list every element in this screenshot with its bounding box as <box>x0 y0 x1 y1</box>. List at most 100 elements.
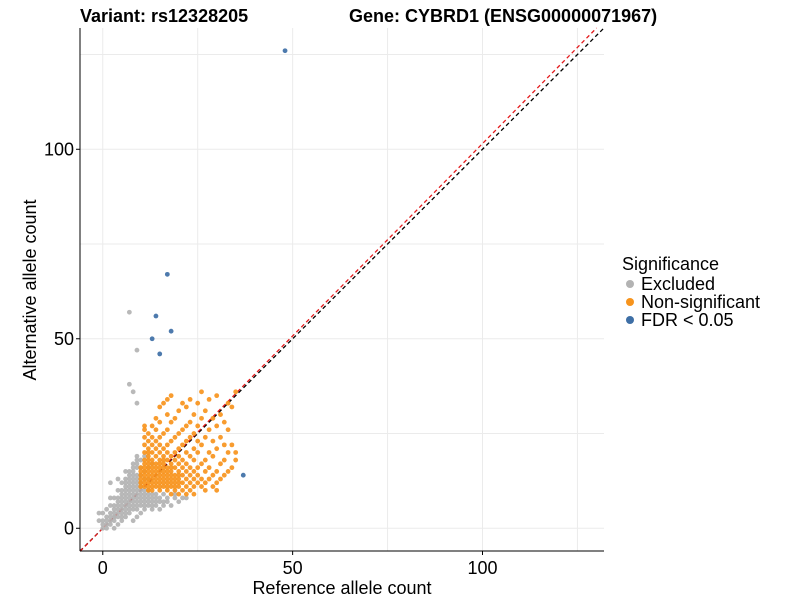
data-point <box>195 438 201 444</box>
data-point <box>111 495 117 501</box>
data-point <box>145 450 151 455</box>
data-point <box>157 499 163 505</box>
data-point <box>225 427 231 433</box>
data-point <box>168 476 174 482</box>
data-point <box>149 480 155 486</box>
data-point <box>123 506 128 512</box>
data-point <box>229 442 235 448</box>
data-point <box>153 476 159 482</box>
legend-swatch-excluded <box>626 280 634 288</box>
data-point <box>187 397 193 402</box>
data-point <box>153 480 159 486</box>
series-excluded <box>96 309 189 531</box>
legend-title: Significance <box>622 254 719 274</box>
data-point <box>206 397 212 402</box>
data-point <box>123 510 128 516</box>
data-point <box>157 434 163 440</box>
data-point <box>195 465 201 471</box>
data-point <box>214 446 220 452</box>
data-point <box>130 465 136 471</box>
data-point <box>161 499 166 505</box>
data-point <box>214 469 220 474</box>
data-point <box>142 503 147 508</box>
data-point <box>187 434 193 440</box>
data-point <box>119 487 125 493</box>
data-point <box>126 491 132 497</box>
data-point <box>134 476 140 482</box>
data-point <box>142 450 147 455</box>
data-point <box>100 525 106 531</box>
data-point <box>199 415 204 421</box>
data-point <box>138 472 144 478</box>
data-point <box>168 465 174 471</box>
data-point <box>176 499 182 505</box>
data-point <box>214 487 220 493</box>
data-point <box>134 453 140 459</box>
data-point <box>142 491 147 497</box>
data-point <box>206 465 212 471</box>
data-point <box>142 506 147 512</box>
data-point <box>157 450 163 455</box>
data-point <box>180 465 185 471</box>
data-point <box>187 472 193 478</box>
x-tick-label: 50 <box>283 558 303 578</box>
data-point <box>111 510 117 516</box>
data-point <box>119 480 125 486</box>
data-point <box>176 476 182 482</box>
data-point <box>195 480 201 486</box>
data-point <box>134 499 140 505</box>
data-point <box>157 495 163 501</box>
data-point <box>134 491 140 497</box>
data-point <box>161 461 166 467</box>
data-point <box>161 431 166 436</box>
data-point <box>157 465 163 471</box>
data-point <box>191 431 197 436</box>
data-point <box>126 510 132 516</box>
data-point <box>115 499 121 505</box>
data-point <box>123 491 128 497</box>
data-point <box>149 465 155 471</box>
x-axis-title: Reference allele count <box>252 578 431 598</box>
data-point <box>157 476 163 482</box>
data-point <box>164 412 170 417</box>
data-point <box>210 453 216 459</box>
reference-line-identity <box>79 27 605 552</box>
data-point <box>153 415 159 421</box>
data-point <box>164 472 170 478</box>
data-point <box>161 503 166 508</box>
data-point <box>107 518 113 524</box>
data-point <box>142 499 147 505</box>
data-point <box>187 487 193 493</box>
data-point <box>138 457 144 463</box>
y-axis-ticks: 0 50 100 <box>44 139 80 538</box>
data-point <box>164 465 170 471</box>
data-point <box>130 491 136 497</box>
data-point <box>149 506 155 512</box>
data-point <box>206 427 212 433</box>
data-point <box>202 408 208 414</box>
data-point <box>130 487 136 493</box>
data-point <box>176 453 182 459</box>
data-point <box>218 434 223 440</box>
data-point <box>157 351 163 357</box>
data-point <box>168 469 174 474</box>
data-point <box>157 480 163 486</box>
data-point <box>153 469 159 474</box>
chart-title-variant: Variant: rs12328205 <box>80 6 248 26</box>
data-point <box>157 484 163 489</box>
data-point <box>111 525 117 531</box>
y-tick-label: 50 <box>54 329 74 349</box>
data-point <box>176 480 182 486</box>
data-point <box>191 457 197 463</box>
data-point <box>145 484 151 489</box>
data-point <box>183 423 189 429</box>
legend-swatch-nonsig <box>626 298 634 306</box>
data-point <box>130 476 136 482</box>
data-point <box>172 450 178 455</box>
legend-label-excluded: Excluded <box>641 274 715 294</box>
data-point <box>183 404 189 410</box>
data-point <box>153 313 159 319</box>
data-point <box>168 438 174 444</box>
data-point <box>168 503 174 508</box>
data-point <box>123 480 128 486</box>
